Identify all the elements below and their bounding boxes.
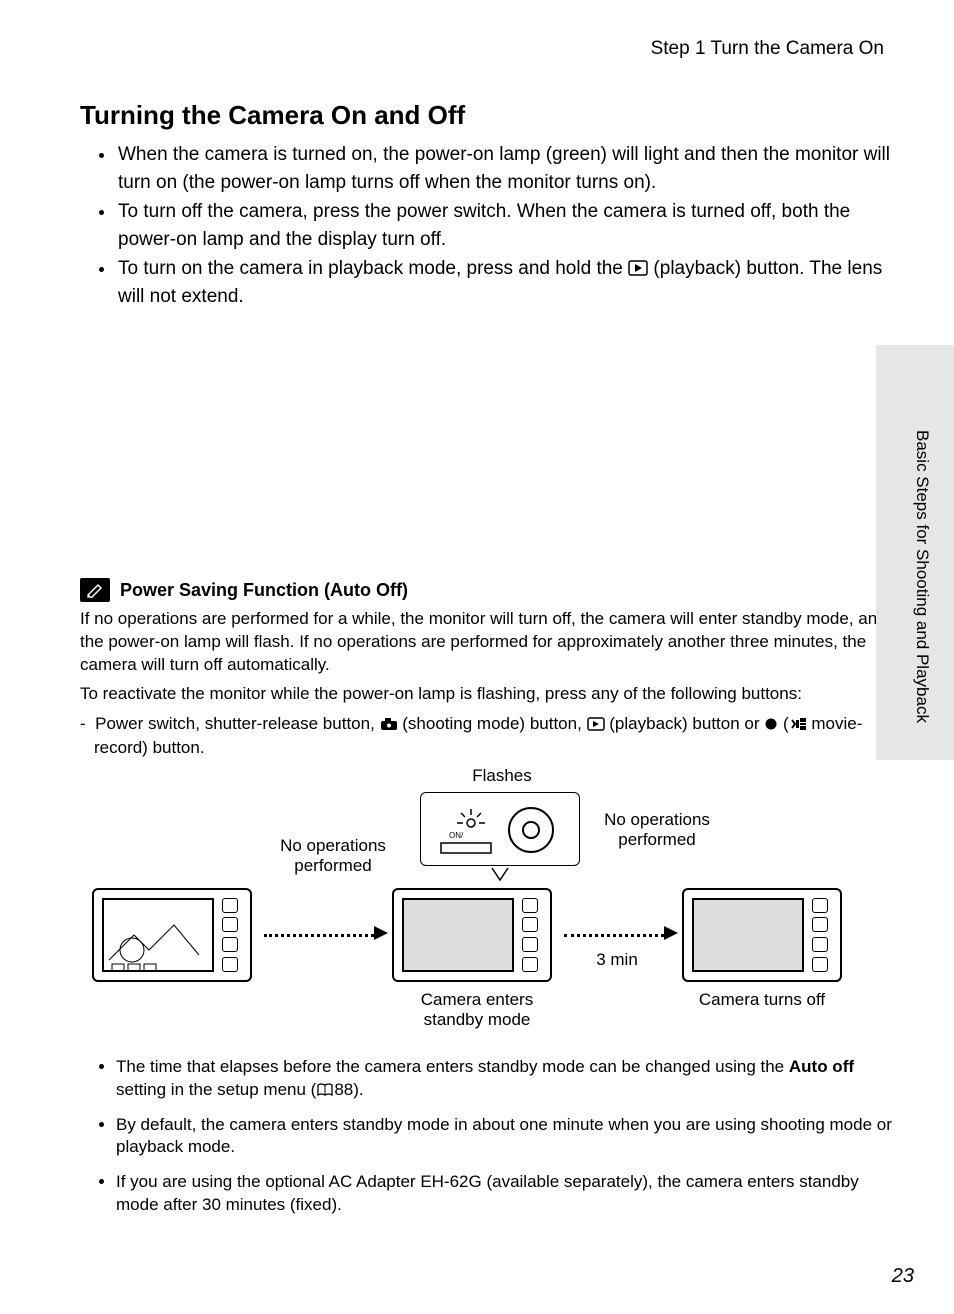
arrow-head-icon [664, 926, 678, 940]
note-paragraph: If no operations are performed for a whi… [80, 608, 894, 677]
note-dash-item: - Power switch, shutter-release button, … [80, 712, 894, 760]
power-off-diagram: Flashes ON/ No operations performed No o… [92, 766, 882, 1046]
arrow-dotted [264, 934, 374, 937]
page-title: Turning the Camera On and Off [80, 100, 894, 131]
camera-standby-illustration [392, 888, 552, 982]
chapter-side-label: Basic Steps for Shooting and Playback [912, 430, 932, 723]
label-3min: 3 min [582, 950, 652, 970]
label-standby: Camera enters standby mode [402, 990, 552, 1031]
main-bullet-list: When the camera is turned on, the power-… [80, 141, 894, 310]
pointer-down-icon [490, 866, 510, 884]
camera-normal-illustration [92, 888, 252, 982]
bold-autooff: Auto off [789, 1057, 854, 1076]
label-noops-left: No operations performed [268, 836, 398, 877]
note-block: Power Saving Function (Auto Off) If no o… [80, 578, 894, 759]
text: (shooting mode) button, [398, 714, 587, 733]
playback-icon [587, 717, 605, 731]
page-number: 23 [892, 1265, 914, 1288]
note-pencil-icon [80, 578, 110, 602]
bullet-item: The time that elapses before the camera … [116, 1056, 894, 1102]
text: The time that elapses before the camera … [116, 1057, 789, 1076]
record-dot-icon [764, 717, 778, 731]
svg-text:ON/: ON/ [449, 831, 464, 840]
book-ref-icon [316, 1083, 334, 1097]
text: Power switch, shutter-release button, [95, 714, 379, 733]
label-turnsoff: Camera turns off [682, 990, 842, 1010]
note-title: Power Saving Function (Auto Off) [120, 580, 408, 601]
label-flashes: Flashes [462, 766, 542, 786]
bullet-item: To turn off the camera, press the power … [116, 198, 894, 253]
bullet-item: If you are using the optional AC Adapter… [116, 1171, 894, 1217]
bullet-item: By default, the camera enters standby mo… [116, 1114, 894, 1160]
camera-top-illustration: ON/ [421, 793, 581, 867]
text: To turn on the camera in playback mode, … [118, 258, 628, 279]
section-header: Step 1 Turn the Camera On [80, 38, 884, 60]
playback-icon [628, 260, 648, 276]
arrow-dotted [564, 934, 664, 937]
text: 88). [334, 1080, 363, 1099]
movie-record-icon [789, 717, 807, 731]
label-noops-right: No operations performed [602, 810, 712, 851]
text: setting in the setup menu ( [116, 1080, 316, 1099]
text: (playback) button or [605, 714, 765, 733]
lower-bullet-list: The time that elapses before the camera … [80, 1056, 894, 1218]
camera-icon [380, 717, 398, 731]
arrow-head-icon [374, 926, 388, 940]
note-paragraph: To reactivate the monitor while the powe… [80, 683, 894, 706]
bullet-item: When the camera is turned on, the power-… [116, 141, 894, 196]
camera-off-illustration [682, 888, 842, 982]
bullet-item: To turn on the camera in playback mode, … [116, 255, 894, 310]
